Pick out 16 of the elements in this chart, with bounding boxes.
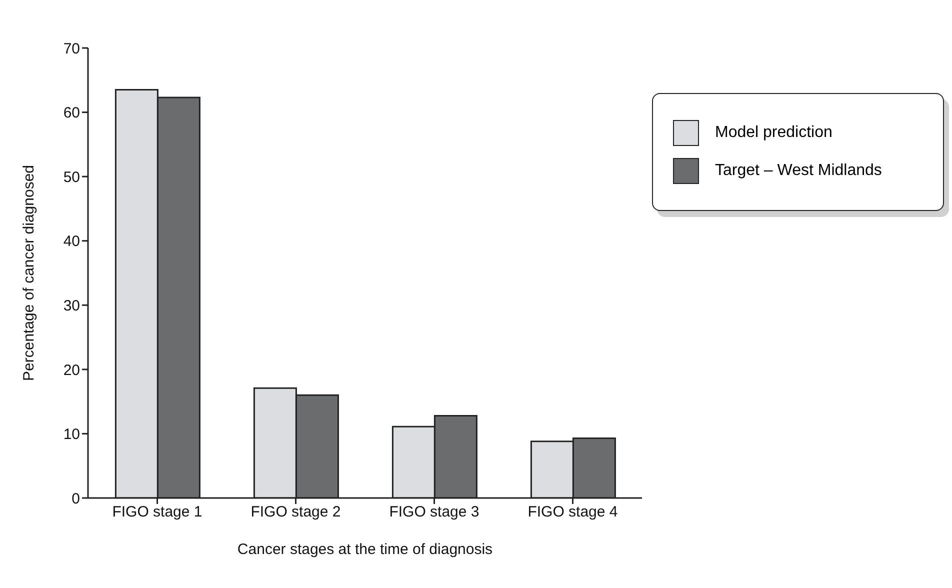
- y-tick-label: 50: [63, 168, 80, 186]
- y-axis-title: Percentage of cancer diagnosed: [20, 165, 38, 381]
- legend-label: Target – West Midlands: [715, 162, 882, 180]
- y-tick-label: 10: [63, 426, 80, 444]
- x-axis-title: Cancer stages at the time of diagnosis: [237, 541, 493, 558]
- y-tick-label: 60: [63, 104, 80, 122]
- y-tick-label: 30: [63, 297, 80, 314]
- y-tick-label: 0: [72, 490, 80, 508]
- x-tick-label: FIGO stage 4: [528, 504, 618, 521]
- y-tick-label: 70: [63, 40, 80, 58]
- x-tick-label: FIGO stage 2: [250, 504, 341, 521]
- y-tick-label: 20: [63, 362, 80, 379]
- legend-label: Model prediction: [715, 124, 832, 142]
- x-tick-label: FIGO stage 1: [112, 504, 202, 521]
- y-tick-label: 40: [63, 233, 80, 250]
- x-tick-label: FIGO stage 3: [389, 504, 480, 521]
